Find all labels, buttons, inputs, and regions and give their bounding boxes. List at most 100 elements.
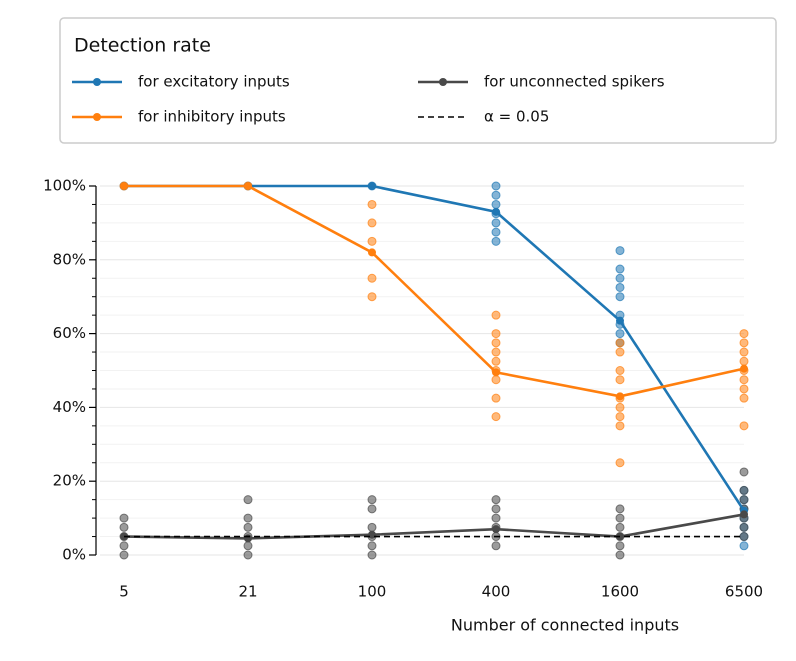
y-tick-label: 40% [53,398,86,416]
trial-point [615,375,625,385]
trial-point [615,412,625,422]
x-tick-label: 6500 [725,583,763,601]
trial-point [243,495,253,505]
trial-point [491,375,501,385]
trial-point [119,550,129,560]
trial-point [491,190,501,200]
trial-point [367,218,377,228]
mean-marker [616,316,624,325]
mean-marker [492,207,500,216]
trial-point [243,541,253,551]
trial-point [491,310,501,320]
trial-point [739,384,749,394]
mean-marker [492,368,500,377]
x-axis-label: Number of connected inputs [451,616,679,635]
mean-marker [740,510,748,519]
legend-box [59,17,777,144]
trial-point [615,522,625,532]
x-tick-label: 1600 [601,583,639,601]
legend-title: Detection rate [74,35,211,57]
trial-point [491,541,501,551]
x-tick-label: 21 [238,583,257,601]
legend-label: for inhibitory inputs [138,108,286,126]
trial-point [739,467,749,477]
trial-point [491,227,501,237]
trial-point [739,393,749,403]
trial-point [739,375,749,385]
trial-point [615,366,625,375]
mean-marker [740,364,748,373]
legend-label: α = 0.05 [484,108,549,126]
trial-point [367,199,377,209]
legend-marker [93,113,101,121]
mean-marker [244,534,252,543]
trial-point [491,181,501,191]
trial-point [367,550,377,560]
trial-point [615,246,625,256]
y-tick-label: 100% [43,177,86,195]
legend-marker [439,78,447,86]
trial-point [615,402,625,412]
series-line [124,184,745,398]
trial-point [615,513,625,523]
trial-point [119,522,129,532]
trial-point [491,356,501,366]
x-tick-label: 400 [482,583,511,601]
mean-marker [492,525,500,534]
trial-point [243,550,253,560]
trial-point [367,236,377,246]
trial-point [615,338,625,348]
mean-marker [120,182,128,190]
series-line [123,513,745,540]
trial-point [491,329,501,339]
x-tick-label: 5 [119,583,129,601]
y-tick-label: 80% [53,250,86,268]
trial-point [491,412,501,422]
legend-marker [93,78,101,86]
trial-point [739,495,749,505]
trial-point [615,329,625,339]
trial-point [491,236,501,246]
trial-point [367,292,377,302]
trial-point [491,393,501,403]
trial-point [491,347,501,357]
trial-point [491,218,501,228]
trial-point [243,522,253,532]
trial-point [739,347,749,357]
trial-point [491,504,501,514]
trial-point [491,495,501,505]
trial-point [739,421,749,431]
trial-point [615,292,625,302]
trial-point [739,356,749,366]
trial-point [119,513,129,523]
trial-point [367,522,377,532]
trial-point [243,513,253,523]
mean-marker [368,182,376,190]
mean-marker [368,530,376,539]
trial-point [367,495,377,505]
legend-label: for excitatory inputs [138,73,290,91]
trial-point [739,522,749,532]
trial-point [491,338,501,348]
trial-point [615,264,625,274]
trial-point [367,273,377,283]
trial-point [739,338,749,348]
trial-point [615,458,625,468]
trial-point [615,282,625,292]
trial-point [615,541,625,551]
trial-point [491,513,501,523]
trial-point [739,532,749,542]
trial-point [615,347,625,357]
trial-point [739,329,749,339]
trial-point [615,550,625,560]
x-tick-label: 100 [358,583,387,601]
trial-point [491,199,501,209]
trial-point [615,504,625,514]
trial-point [367,541,377,551]
legend-label: for unconnected spikers [484,73,665,91]
mean-marker [368,248,376,257]
series-line [124,184,746,512]
trial-point [739,485,749,495]
trial-point [615,421,625,431]
